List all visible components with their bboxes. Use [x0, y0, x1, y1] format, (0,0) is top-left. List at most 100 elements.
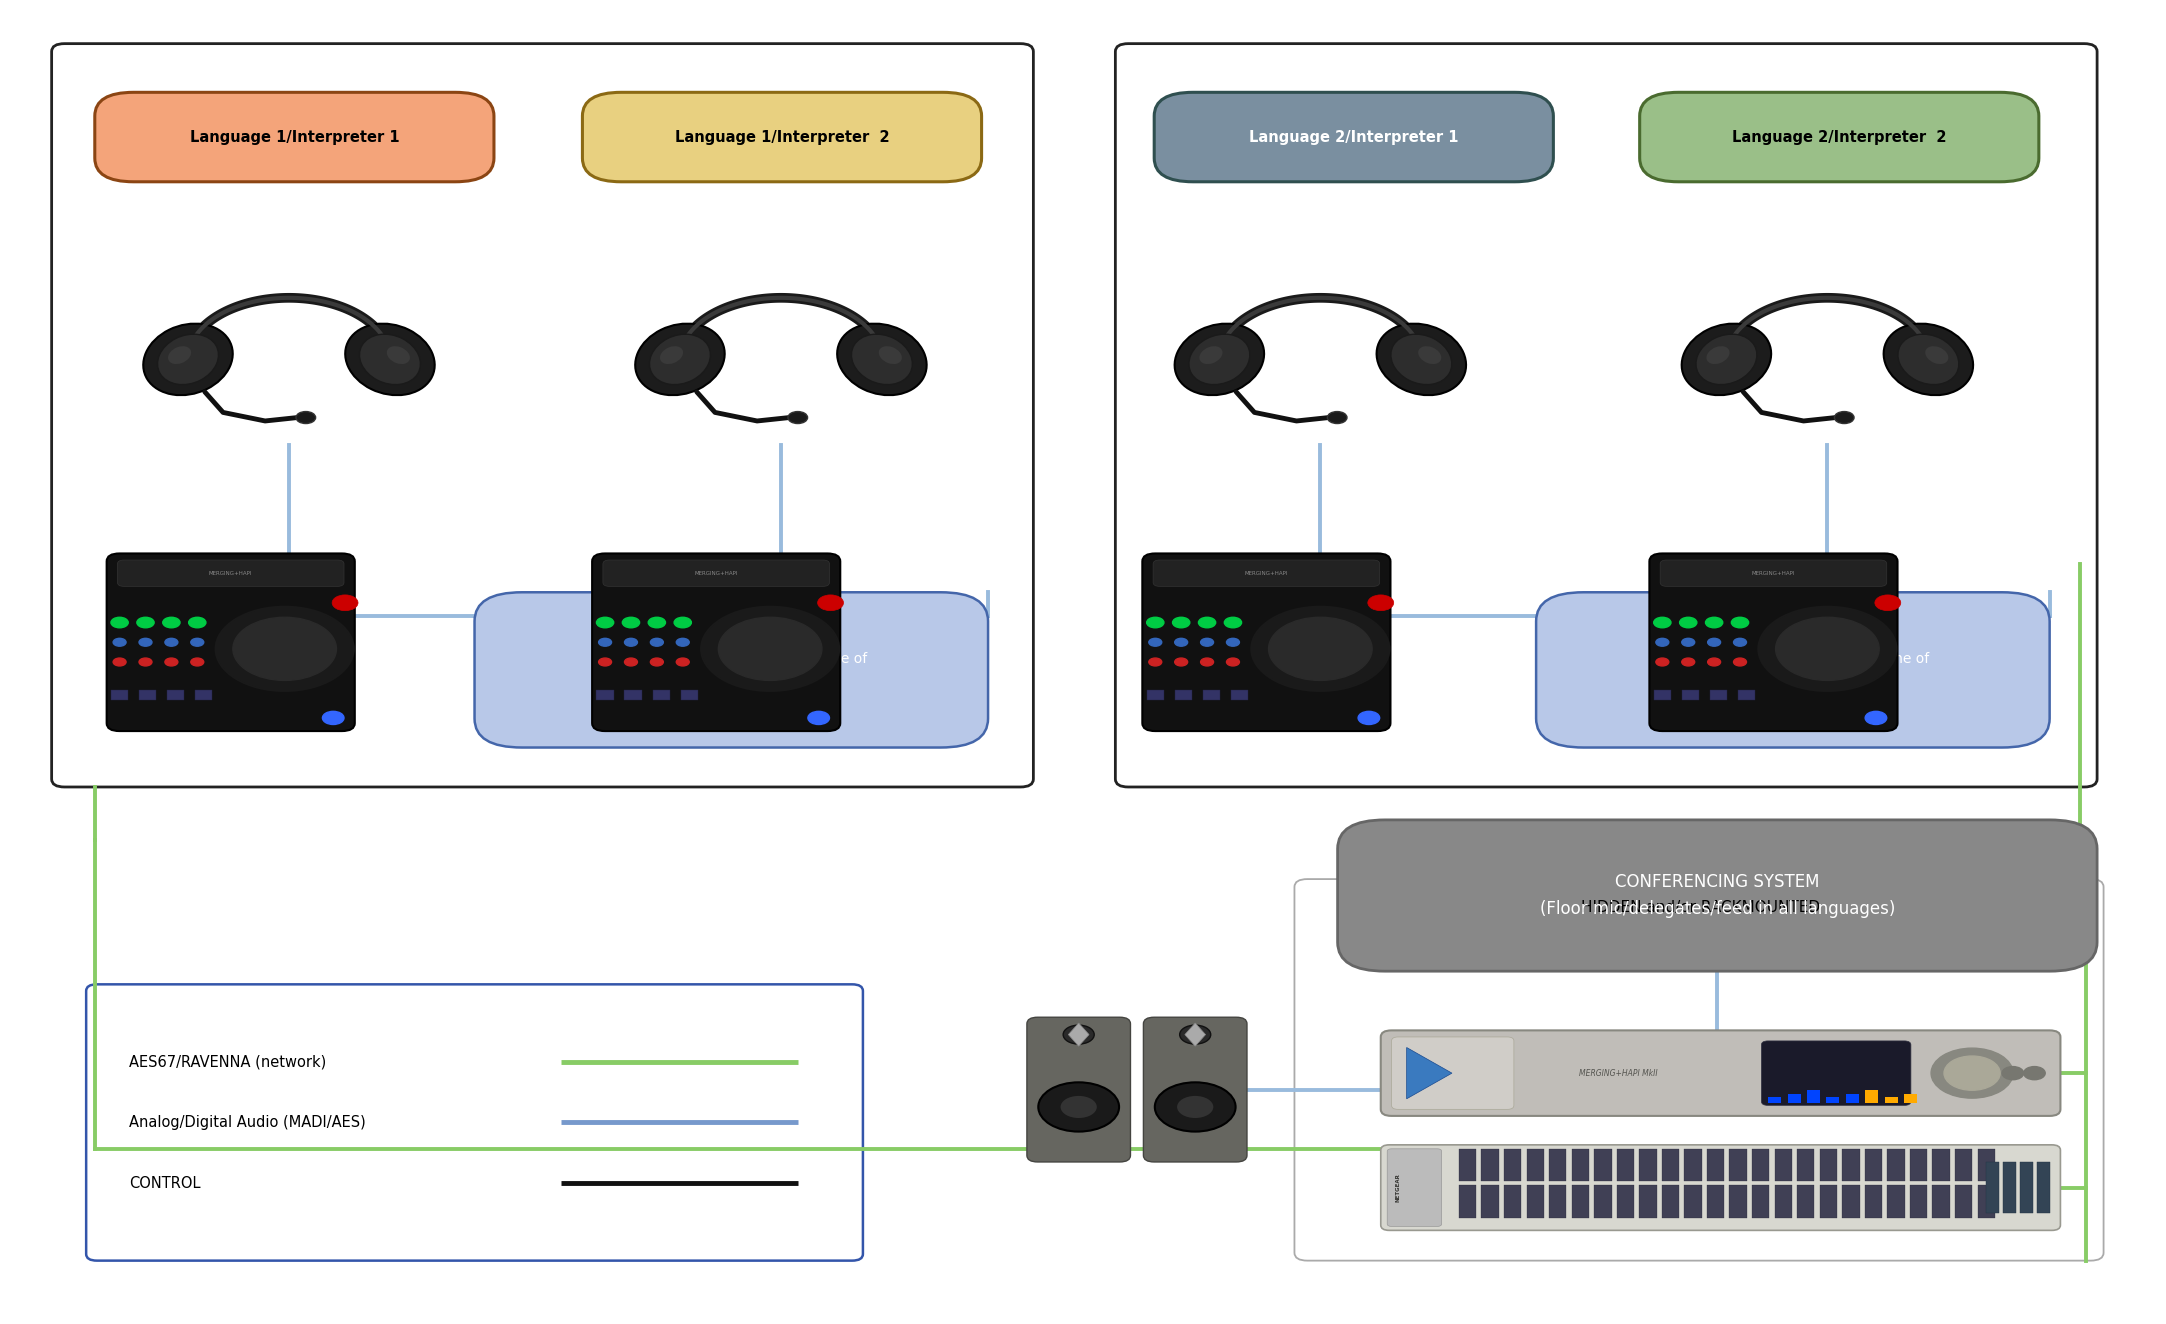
Circle shape [674, 617, 691, 628]
Circle shape [1759, 606, 1897, 691]
FancyBboxPatch shape [1798, 1185, 1815, 1218]
Text: MERGING+HAPI: MERGING+HAPI [1245, 571, 1289, 576]
Circle shape [596, 617, 613, 628]
Circle shape [2023, 1067, 2045, 1080]
FancyBboxPatch shape [1819, 1149, 1837, 1181]
FancyBboxPatch shape [1616, 1149, 1633, 1181]
FancyBboxPatch shape [1761, 1041, 1910, 1106]
FancyBboxPatch shape [1339, 820, 2097, 972]
FancyBboxPatch shape [1503, 1185, 1521, 1218]
Circle shape [1865, 711, 1887, 724]
Text: MERGING+HAPI: MERGING+HAPI [1752, 571, 1796, 576]
Circle shape [598, 658, 611, 666]
Text: Language 1/Interpreter  2: Language 1/Interpreter 2 [674, 130, 890, 144]
FancyBboxPatch shape [1932, 1149, 1949, 1181]
Ellipse shape [158, 334, 219, 384]
FancyBboxPatch shape [2021, 1162, 2034, 1213]
FancyBboxPatch shape [1865, 1185, 1882, 1218]
Ellipse shape [388, 346, 409, 364]
FancyBboxPatch shape [1707, 1185, 1724, 1218]
FancyBboxPatch shape [1887, 1185, 1904, 1218]
FancyBboxPatch shape [1640, 1185, 1657, 1218]
Circle shape [1733, 658, 1746, 666]
FancyBboxPatch shape [1536, 592, 2049, 748]
Polygon shape [1185, 1023, 1206, 1046]
FancyBboxPatch shape [1978, 1149, 1995, 1181]
FancyBboxPatch shape [117, 560, 344, 587]
FancyBboxPatch shape [1391, 1037, 1514, 1110]
Ellipse shape [1884, 323, 1973, 395]
FancyBboxPatch shape [1843, 1185, 1861, 1218]
Ellipse shape [1200, 346, 1222, 364]
FancyBboxPatch shape [1661, 1185, 1679, 1218]
Ellipse shape [297, 412, 316, 424]
FancyBboxPatch shape [110, 690, 128, 700]
Ellipse shape [169, 346, 191, 364]
FancyBboxPatch shape [596, 690, 613, 700]
Text: NETGEAR: NETGEAR [1395, 1173, 1401, 1202]
FancyBboxPatch shape [1594, 1185, 1612, 1218]
Ellipse shape [1061, 1096, 1096, 1117]
FancyBboxPatch shape [1956, 1149, 1973, 1181]
FancyBboxPatch shape [1152, 560, 1380, 587]
FancyBboxPatch shape [1685, 1149, 1702, 1181]
Circle shape [808, 711, 830, 724]
FancyBboxPatch shape [1681, 690, 1698, 700]
Ellipse shape [838, 323, 927, 395]
FancyBboxPatch shape [1798, 1149, 1815, 1181]
FancyBboxPatch shape [1685, 1185, 1702, 1218]
Circle shape [1172, 617, 1189, 628]
Circle shape [1707, 658, 1720, 666]
FancyBboxPatch shape [1141, 553, 1391, 731]
FancyBboxPatch shape [1174, 690, 1191, 700]
Circle shape [165, 638, 178, 646]
Text: MERGING+HAPI: MERGING+HAPI [208, 571, 253, 576]
Ellipse shape [1189, 334, 1250, 384]
FancyBboxPatch shape [1460, 1149, 1477, 1181]
Ellipse shape [1154, 1082, 1235, 1132]
FancyBboxPatch shape [1986, 1162, 1999, 1213]
FancyBboxPatch shape [1549, 1149, 1566, 1181]
Circle shape [139, 638, 152, 646]
FancyBboxPatch shape [1146, 690, 1163, 700]
Ellipse shape [1897, 334, 1958, 384]
FancyBboxPatch shape [167, 690, 184, 700]
FancyBboxPatch shape [1295, 879, 2103, 1260]
Ellipse shape [879, 346, 901, 364]
FancyBboxPatch shape [1527, 1149, 1544, 1181]
Circle shape [110, 617, 128, 628]
Circle shape [165, 658, 178, 666]
Ellipse shape [1391, 334, 1451, 384]
FancyBboxPatch shape [1230, 690, 1248, 700]
Ellipse shape [1926, 346, 1949, 364]
Ellipse shape [851, 334, 912, 384]
Polygon shape [1406, 1047, 1451, 1099]
Circle shape [719, 617, 821, 681]
FancyBboxPatch shape [1728, 1185, 1746, 1218]
Circle shape [1655, 638, 1668, 646]
Circle shape [702, 606, 838, 691]
Ellipse shape [1681, 323, 1772, 395]
Ellipse shape [344, 323, 435, 395]
Circle shape [1731, 617, 1748, 628]
FancyBboxPatch shape [1144, 1017, 1248, 1162]
Circle shape [817, 594, 843, 610]
Circle shape [2001, 1067, 2023, 1080]
FancyBboxPatch shape [1737, 690, 1754, 700]
FancyBboxPatch shape [1910, 1149, 1928, 1181]
Circle shape [1367, 594, 1393, 610]
Circle shape [622, 617, 639, 628]
Text: Analog/Digital Audio (MADI/AES): Analog/Digital Audio (MADI/AES) [130, 1115, 366, 1129]
Circle shape [1174, 638, 1187, 646]
FancyBboxPatch shape [1460, 1185, 1477, 1218]
FancyBboxPatch shape [1787, 1094, 1800, 1103]
FancyBboxPatch shape [1956, 1185, 1973, 1218]
FancyBboxPatch shape [1154, 93, 1553, 181]
Circle shape [1932, 1049, 2012, 1098]
Circle shape [1198, 617, 1215, 628]
Circle shape [188, 617, 206, 628]
Circle shape [1776, 617, 1880, 681]
FancyBboxPatch shape [52, 44, 1033, 786]
Circle shape [1224, 617, 1241, 628]
Circle shape [1705, 617, 1722, 628]
